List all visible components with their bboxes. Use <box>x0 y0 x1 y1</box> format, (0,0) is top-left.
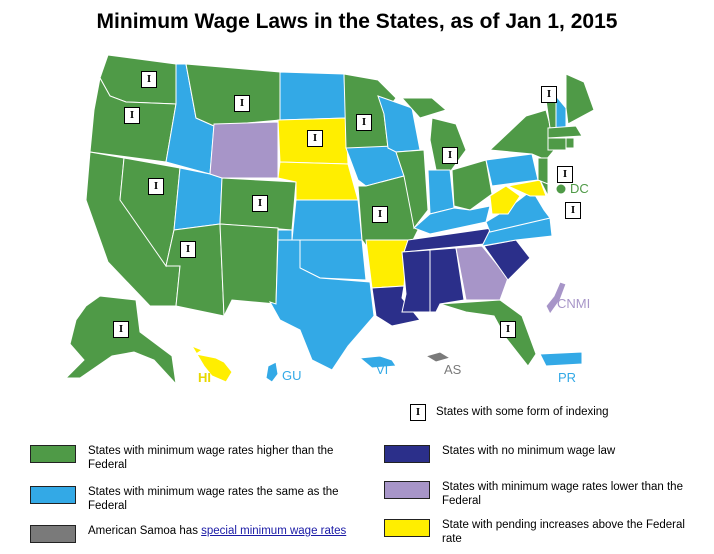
state-wyoming <box>209 121 279 179</box>
legend-samoa: American Samoa has special minimum wage … <box>30 524 370 543</box>
vi-label: VI <box>376 362 389 377</box>
index-marker-montana: I <box>234 95 250 112</box>
legend-higher-swatch <box>30 445 76 463</box>
special-minimum-wage-rates-link[interactable]: special minimum wage rates <box>201 525 347 537</box>
index-marker-minnesota: I <box>356 114 372 131</box>
us-states-map <box>64 54 595 386</box>
gu-label: GU <box>282 368 302 383</box>
as-islands <box>424 351 452 363</box>
state-rhode-island <box>565 137 575 149</box>
state-montana <box>185 63 281 127</box>
state-maine <box>565 73 595 125</box>
legend-lower: States with minimum wage rates lower tha… <box>384 480 704 508</box>
state-new-hampshire <box>555 94 567 129</box>
state-north-carolina <box>481 217 553 247</box>
cnmi-islands <box>545 281 567 315</box>
state-west-virginia <box>489 185 521 215</box>
state-ohio <box>451 159 493 211</box>
state-new-york <box>488 109 557 161</box>
state-michigan-upper <box>400 97 448 119</box>
state-georgia <box>455 245 509 301</box>
legend-none-swatch <box>384 445 430 463</box>
index-marker-missouri: I <box>372 206 388 223</box>
state-connecticut <box>547 137 567 151</box>
index-marker-washington: I <box>141 71 157 88</box>
state-new-mexico <box>219 223 279 318</box>
state-massachusetts <box>547 125 583 139</box>
legend-pending-text: State with pending increases above the F… <box>442 519 685 545</box>
index-marker-nevada: I <box>148 178 164 195</box>
map-title: Minimum Wage Laws in the States, as of J… <box>96 10 618 33</box>
pr-label: PR <box>558 370 577 385</box>
state-missouri <box>357 175 421 249</box>
legend-same: States with minimum wage rates the same … <box>30 485 370 513</box>
as-label: AS <box>444 362 462 377</box>
index-marker-florida: I <box>500 321 516 338</box>
dc-label: DC <box>570 181 589 196</box>
legend-lower-swatch <box>384 481 430 499</box>
legend-lower-text: States with minimum wage rates lower tha… <box>442 481 683 507</box>
index-marker-colorado: I <box>252 195 268 212</box>
dc-marker <box>555 183 567 195</box>
state-new-jersey <box>537 157 549 185</box>
legend-pending: State with pending increases above the F… <box>384 518 704 546</box>
index-marker-alaska: I <box>113 321 129 338</box>
state-pennsylvania <box>485 153 539 187</box>
legend-indexing: I States with some form of indexing <box>410 404 609 421</box>
state-illinois <box>395 149 429 230</box>
index-marker-vermont: I <box>541 86 557 103</box>
index-marker-oregon: I <box>124 107 140 124</box>
state-louisiana <box>371 285 421 327</box>
state-indiana <box>427 169 455 215</box>
legend-same-swatch <box>30 486 76 504</box>
legend-pending-swatch <box>384 519 430 537</box>
legend-indexing-text: States with some form of indexing <box>436 406 609 418</box>
state-kansas <box>291 199 363 241</box>
state-kentucky <box>413 205 491 235</box>
legend-samoa-prefix: American Samoa has <box>88 525 202 537</box>
guam-island <box>265 361 279 383</box>
state-maryland <box>506 179 547 197</box>
state-florida <box>439 299 537 367</box>
vi-islands <box>358 355 397 369</box>
legend-samoa-swatch <box>30 525 76 543</box>
index-marker-dc: I <box>565 202 581 219</box>
legend-samoa-text: American Samoa has special minimum wage … <box>88 524 346 538</box>
cnmi-label: CNMI <box>557 296 591 311</box>
hawaii-islands <box>190 344 233 383</box>
hi-label: HI <box>198 370 211 385</box>
index-marker-michigan: I <box>442 147 458 164</box>
index-marker-new-jersey: I <box>557 166 573 183</box>
state-mississippi <box>401 249 431 313</box>
legend-none-text: States with no minimum wage law <box>442 445 616 457</box>
state-texas <box>268 239 375 371</box>
legend-index-marker: I <box>410 404 426 421</box>
legend-higher-text: States with minimum wage rates higher th… <box>88 445 334 471</box>
state-north-dakota <box>279 71 347 121</box>
state-arkansas <box>365 239 409 289</box>
legend-none: States with no minimum wage law <box>384 444 704 463</box>
pr-island <box>539 351 583 367</box>
legend-higher: States with minimum wage rates higher th… <box>30 444 370 472</box>
state-alaska <box>64 295 177 386</box>
legend-same-text: States with minimum wage rates the same … <box>88 486 339 512</box>
index-marker-arizona: I <box>180 241 196 258</box>
state-utah <box>173 167 223 231</box>
index-marker-south-dakota: I <box>307 130 323 147</box>
